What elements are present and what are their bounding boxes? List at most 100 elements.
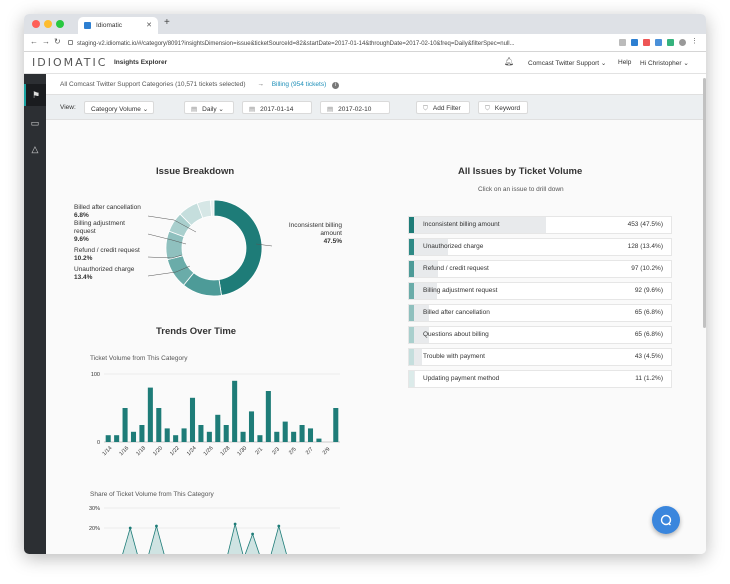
volume-bar[interactable] — [105, 435, 111, 442]
x-tick-label: 1/28 — [220, 445, 232, 457]
idiomatic-logo[interactable]: IDIOMATIC — [32, 56, 108, 69]
triangle-icon: △ — [31, 143, 39, 154]
close-tab-icon[interactable]: ✕ — [146, 22, 152, 29]
volume-bar[interactable] — [274, 431, 280, 442]
user-menu[interactable]: Hi Christopher ⌄ — [640, 59, 689, 67]
maximize-window-button[interactable] — [56, 20, 64, 28]
add-filter-button[interactable]: ⛉ Add Filter — [416, 101, 470, 114]
forward-icon[interactable]: → — [42, 37, 50, 46]
donut-label-billing-adjustment[interactable]: Billing adjustment request 9.6% — [74, 220, 144, 244]
extension-icon[interactable] — [643, 39, 650, 46]
frequency-select[interactable]: ▤ Daily ⌄ — [184, 101, 234, 114]
sidebar-item-monitor[interactable]: ▭ — [24, 112, 46, 134]
share-point[interactable] — [251, 532, 254, 536]
issue-row[interactable]: Unauthorized charge 128 (13.4%) — [408, 238, 672, 256]
share-point[interactable] — [128, 526, 132, 530]
minimize-window-button[interactable] — [44, 20, 52, 28]
volume-bar[interactable] — [248, 411, 255, 442]
volume-bar[interactable] — [156, 408, 162, 442]
share-point[interactable] — [233, 522, 237, 526]
all-issues-subtitle: Click on an issue to drill down — [478, 186, 564, 193]
volume-bar[interactable] — [291, 431, 297, 442]
volume-bar[interactable] — [265, 391, 271, 442]
volume-bar[interactable] — [130, 431, 137, 442]
donut-label-inconsistent-billing[interactable]: Inconsistent billing amount 47.5% — [276, 222, 342, 246]
x-tick-label: 1/26 — [203, 445, 215, 457]
info-icon[interactable]: i — [332, 82, 340, 89]
volume-bar[interactable] — [114, 435, 120, 442]
chevron-down-icon: ⌄ — [218, 106, 224, 113]
close-window-button[interactable] — [32, 20, 40, 28]
issue-row[interactable]: Questions about billing 65 (6.8%) — [408, 326, 672, 344]
all-issues-title: All Issues by Ticket Volume — [458, 166, 583, 177]
issue-row[interactable]: Inconsistent billing amount 453 (47.5%) — [408, 216, 672, 234]
chat-button[interactable] — [652, 506, 680, 534]
issue-breakdown-donut[interactable] — [164, 198, 264, 298]
share-area — [122, 523, 287, 554]
issue-name: Questions about billing — [423, 331, 489, 338]
browser-tab[interactable]: Idiomatic ✕ — [78, 17, 158, 34]
issue-row[interactable]: Billed after cancellation 65 (6.8%) — [408, 304, 672, 322]
sidebar-item-alerts[interactable]: △ — [24, 138, 46, 160]
extension-icon[interactable] — [631, 39, 638, 46]
end-date-value: 2017-02-10 — [338, 106, 372, 113]
end-date-field[interactable]: ▤ 2017-02-10 — [320, 101, 390, 114]
issue-color-marker — [409, 305, 414, 321]
volume-bar[interactable] — [206, 431, 212, 442]
volume-bar[interactable] — [189, 397, 196, 442]
bell-icon[interactable]: 🔔︎ — [504, 57, 515, 66]
volume-bar[interactable] — [316, 438, 322, 442]
share-point[interactable] — [277, 524, 281, 528]
org-selector[interactable]: Comcast Twitter Support ⌄ — [528, 59, 606, 67]
volume-bar[interactable] — [257, 435, 263, 442]
back-icon[interactable]: ← — [30, 37, 38, 46]
volume-bar[interactable] — [164, 428, 170, 442]
donut-label-pct: 6.8% — [74, 212, 89, 219]
volume-bar[interactable] — [181, 428, 187, 442]
scrollbar-thumb[interactable] — [703, 78, 706, 328]
scrollbar[interactable] — [702, 74, 706, 554]
volume-bar[interactable] — [223, 425, 229, 442]
volume-bar[interactable] — [240, 431, 246, 442]
profile-avatar-icon[interactable] — [679, 39, 686, 46]
browser-menu-icon[interactable]: ⋮ — [691, 38, 698, 45]
start-date-field[interactable]: ▤ 2017-01-14 — [242, 101, 312, 114]
issue-row[interactable]: Billing adjustment request 92 (9.6%) — [408, 282, 672, 300]
donut-label-name: Inconsistent billing amount — [288, 222, 342, 237]
volume-bar[interactable] — [198, 425, 204, 442]
url-field[interactable]: staging-v2.idiomatic.io/#/category/8091?… — [68, 37, 578, 49]
volume-bar[interactable] — [282, 421, 288, 442]
share-point[interactable] — [155, 524, 158, 528]
donut-label-unauthorized-charge[interactable]: Unauthorized charge 13.4% — [74, 266, 134, 282]
breadcrumb-root[interactable]: All Comcast Twitter Support Categories (… — [60, 81, 246, 88]
issue-row[interactable]: Refund / credit request 97 (10.2%) — [408, 260, 672, 278]
breadcrumb-current[interactable]: Billing (954 tickets) — [271, 81, 327, 88]
new-tab-button[interactable]: + — [164, 17, 170, 28]
help-link[interactable]: Help — [618, 59, 632, 66]
extension-icon[interactable] — [667, 39, 674, 46]
extension-icon[interactable] — [655, 39, 662, 46]
volume-bar[interactable] — [215, 414, 221, 442]
issue-row[interactable]: Updating payment method 11 (1.2%) — [408, 370, 672, 388]
volume-bar[interactable] — [139, 425, 145, 442]
volume-bar[interactable] — [232, 380, 238, 442]
volume-bar[interactable] — [173, 435, 179, 442]
bookmark-star-icon[interactable] — [619, 39, 626, 46]
volume-bar[interactable] — [122, 408, 128, 442]
calendar-icon: ▤ — [191, 106, 198, 113]
keyword-button[interactable]: ⛉ Keyword — [478, 101, 528, 114]
donut-label-billed-after-cancellation[interactable]: Billed after cancellation 6.8% — [74, 204, 141, 220]
volume-bar[interactable] — [307, 428, 314, 442]
donut-label-refund-credit[interactable]: Refund / credit request 10.2% — [74, 247, 140, 263]
reload-icon[interactable]: ↻ — [54, 37, 61, 46]
issue-row[interactable]: Trouble with payment 43 (4.5%) — [408, 348, 672, 366]
view-select[interactable]: Category Volume ⌄ — [84, 101, 154, 114]
sidebar-item-insights[interactable]: ⚑ — [24, 84, 46, 106]
volume-bar[interactable] — [333, 408, 339, 442]
breadcrumb: All Comcast Twitter Support Categories (… — [46, 74, 706, 94]
donut-slice[interactable] — [213, 199, 263, 296]
donut-slice[interactable] — [209, 199, 215, 217]
volume-bar[interactable] — [299, 425, 305, 442]
volume-bar[interactable] — [147, 387, 153, 442]
org-label: Comcast Twitter Support — [528, 60, 600, 67]
